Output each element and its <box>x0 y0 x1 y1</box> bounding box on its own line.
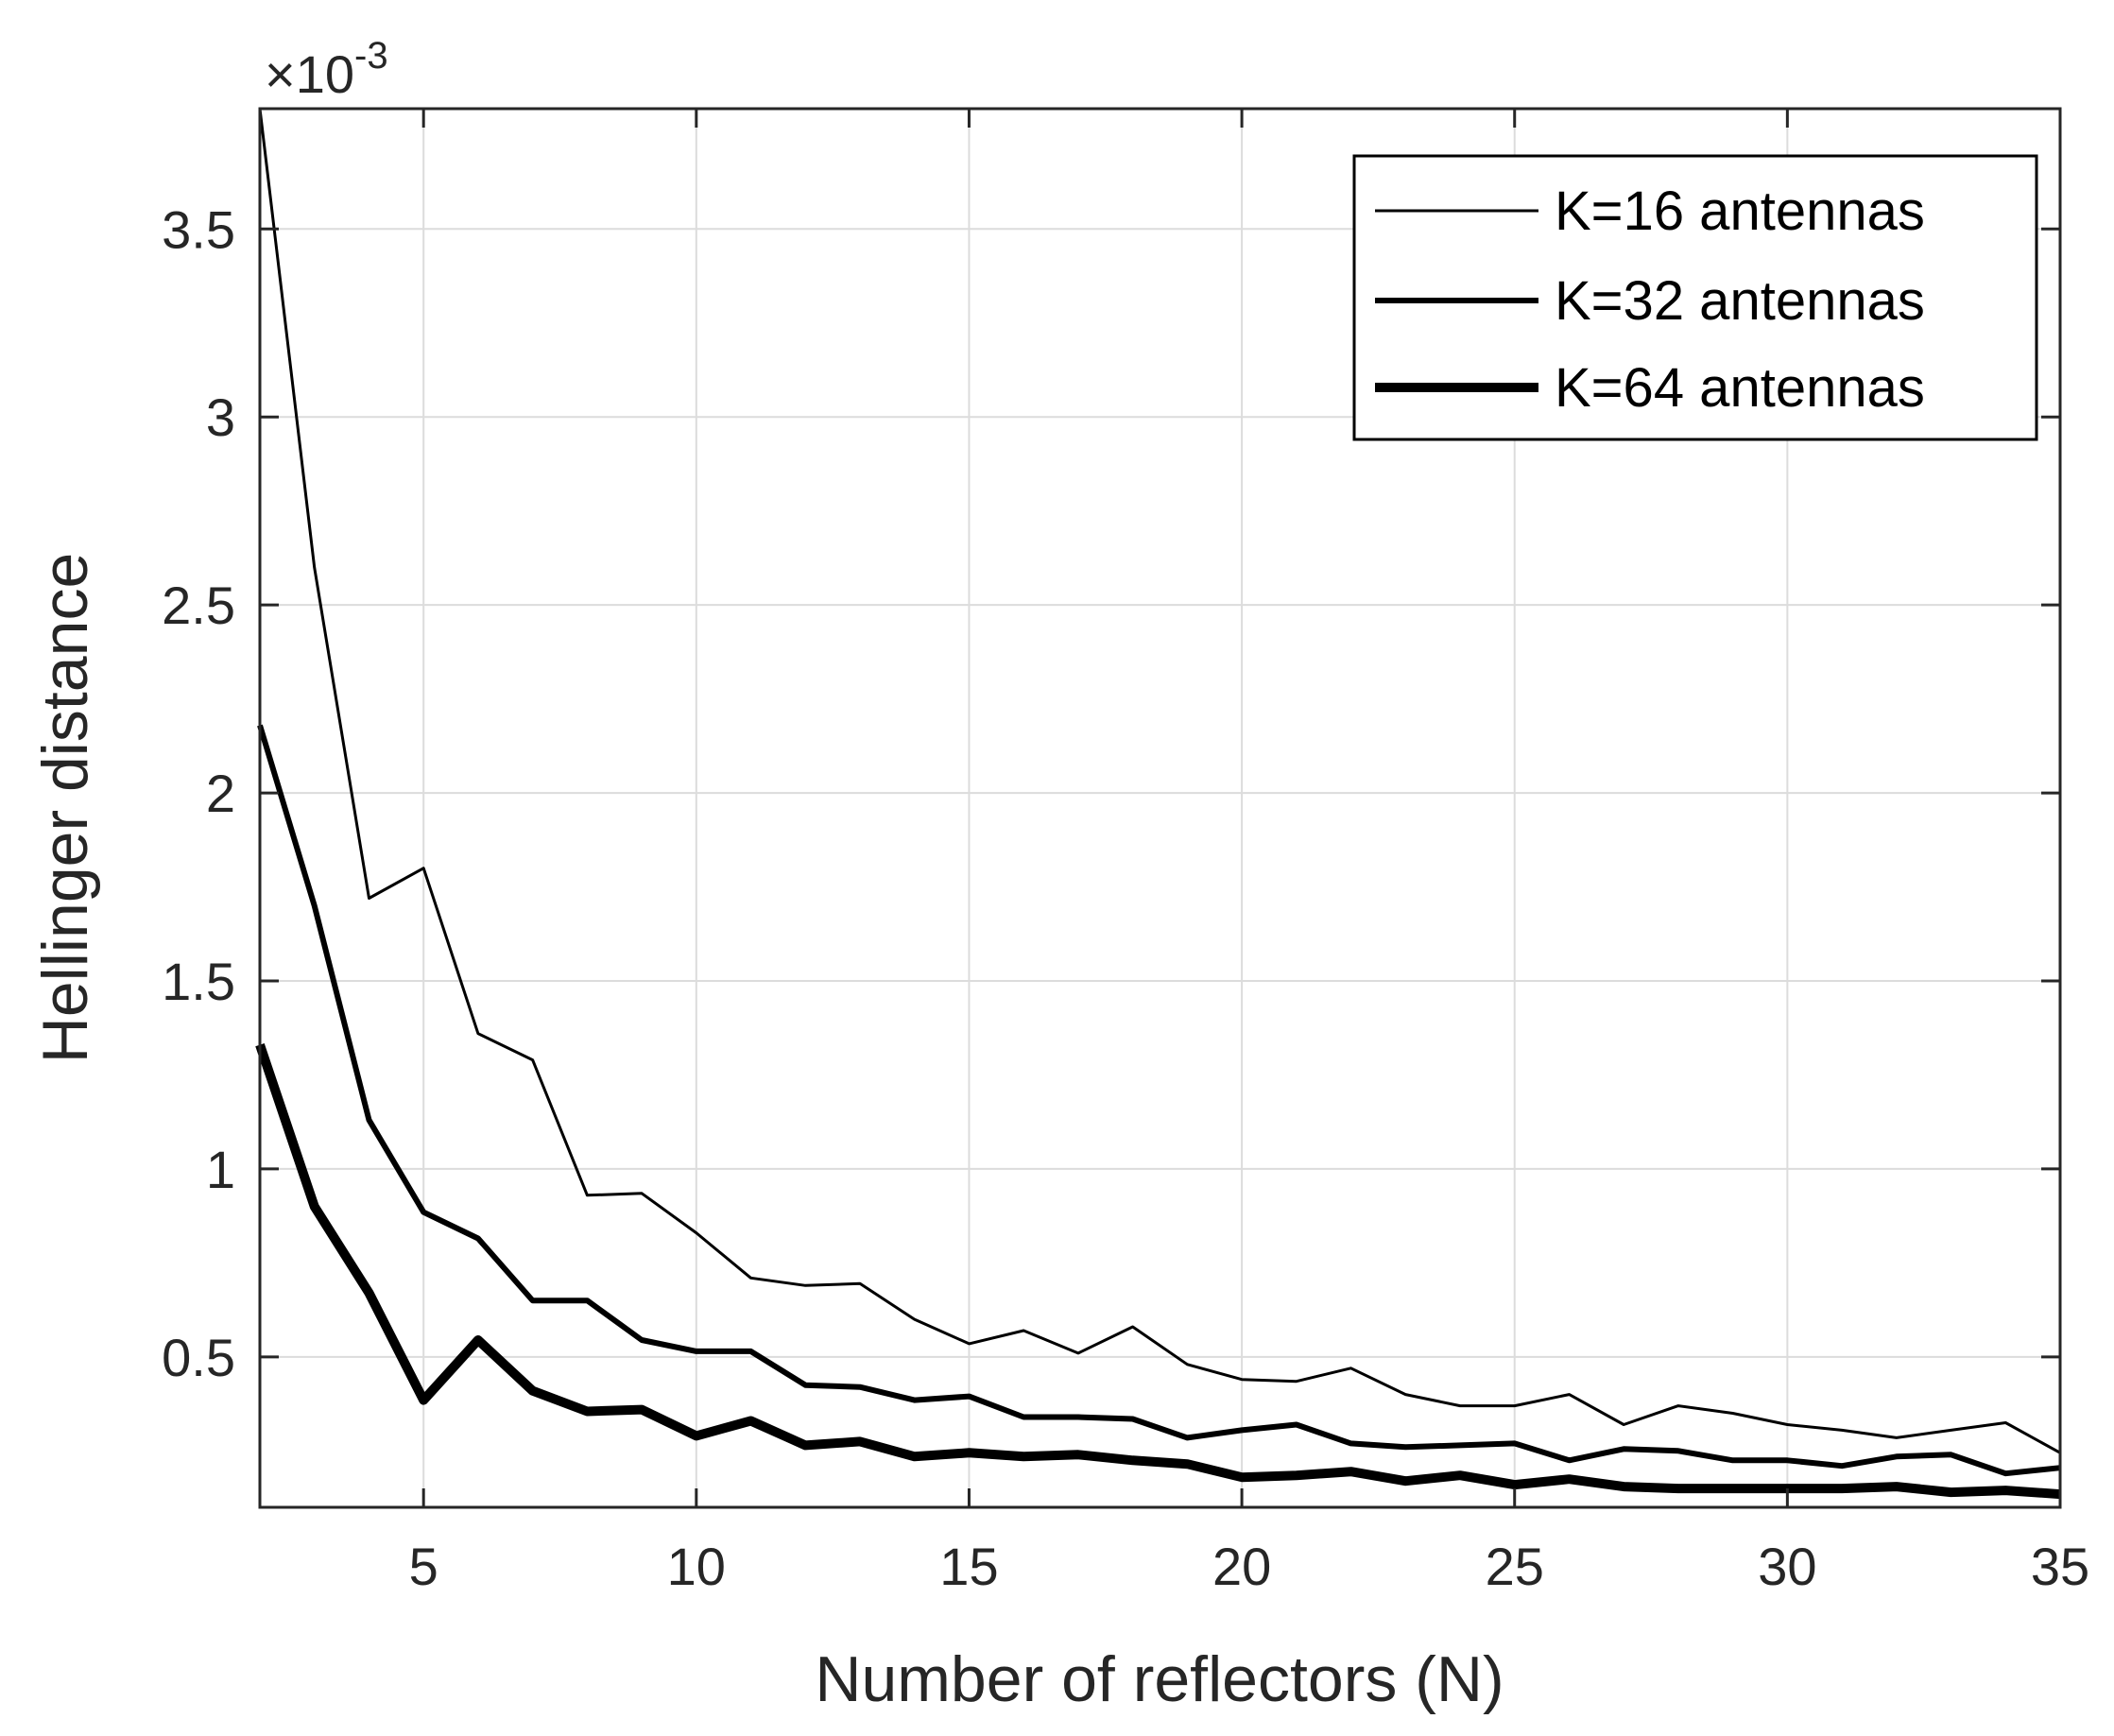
y-tick-label: 0.5 <box>162 1328 235 1387</box>
x-tick-label: 30 <box>1758 1537 1816 1596</box>
legend-label-k32: K=32 antennas <box>1555 270 1925 332</box>
series-line-k32 <box>257 724 2061 1477</box>
x-tick-label: 20 <box>1212 1537 1271 1596</box>
axis-ticks: 5 10 15 20 25 30 35 0.5 1 1.5 2 2.5 3 3.5 <box>162 109 2089 1596</box>
y-tick-label: 3.5 <box>162 199 235 259</box>
legend-label-k16: K=16 antennas <box>1555 180 1925 242</box>
series-line-k16 <box>258 108 2061 1454</box>
x-tick-label: 5 <box>409 1537 438 1596</box>
y-tick-label: 3 <box>206 387 235 447</box>
legend: K=16 antennas K=32 antennas K=64 antenna… <box>1352 154 2038 441</box>
y-tick-label: 1 <box>206 1140 235 1199</box>
legend-label-k64: K=64 antennas <box>1555 357 1925 419</box>
y-exponent-label: ×10-3 <box>265 35 388 104</box>
series-line-k64 <box>255 1043 2061 1500</box>
y-tick-label: 1.5 <box>162 952 235 1011</box>
svg-text:×10-3: ×10-3 <box>265 35 388 104</box>
plot-frame <box>258 107 2062 1509</box>
x-tick-label: 15 <box>939 1537 998 1596</box>
y-exponent-power: -3 <box>354 35 388 77</box>
x-axis-label: Number of reflectors (N) <box>815 1643 1504 1715</box>
x-tick-label: 35 <box>2031 1537 2089 1596</box>
y-exponent-base: ×10 <box>265 44 354 104</box>
y-tick-label: 2.5 <box>162 576 235 635</box>
x-tick-label: 25 <box>1486 1537 1544 1596</box>
x-tick-label: 10 <box>667 1537 726 1596</box>
y-axis-label: Hellinger distance <box>29 553 101 1064</box>
series-lines <box>255 108 2061 1500</box>
y-tick-label: 2 <box>206 764 235 823</box>
